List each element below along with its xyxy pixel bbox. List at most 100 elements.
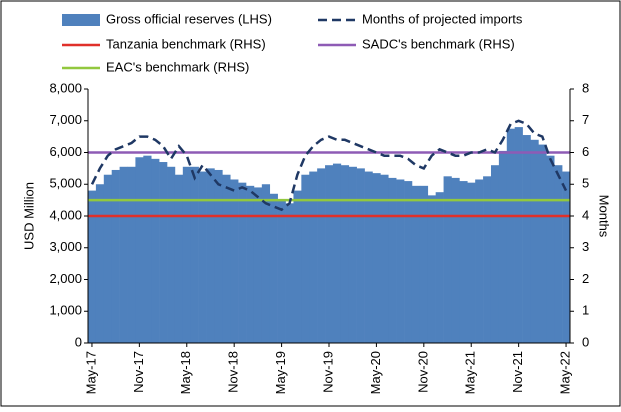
bar: [388, 177, 397, 343]
bar: [443, 176, 452, 343]
y2-tick-label: 7: [582, 112, 589, 127]
y2-tick-label: 3: [582, 239, 589, 254]
bar: [143, 155, 152, 343]
bar: [530, 139, 539, 343]
bar: [451, 177, 460, 343]
bar: [182, 166, 192, 343]
y2-tick-label: 1: [582, 303, 589, 318]
bar: [404, 181, 413, 343]
bar: [562, 171, 571, 343]
bar: [151, 158, 160, 343]
bar: [285, 203, 294, 343]
bar: [348, 166, 357, 343]
bar: [238, 182, 247, 343]
bar: [340, 165, 350, 343]
y-tick-label: 3,000: [49, 239, 82, 254]
bar: [467, 182, 476, 343]
x-tick-label: May-18: [178, 351, 193, 394]
bar: [309, 171, 318, 343]
bar: [514, 127, 523, 343]
bar: [411, 185, 421, 343]
bar: [206, 168, 215, 343]
bar: [253, 187, 263, 343]
bar: [88, 190, 97, 343]
bar: [364, 171, 373, 343]
y-tick-label: 2,000: [49, 271, 82, 286]
y-tick-label: 5,000: [49, 176, 82, 191]
y2-axis-label: Months: [597, 195, 612, 238]
bar: [538, 144, 547, 343]
bar: [483, 176, 492, 343]
bar: [490, 165, 500, 343]
bar: [427, 195, 436, 343]
bar: [380, 174, 389, 343]
x-tick-label: May-19: [273, 351, 288, 394]
bar: [356, 168, 365, 343]
bar: [277, 200, 286, 343]
y-tick-label: 7,000: [49, 112, 82, 127]
bar: [214, 169, 223, 343]
y2-tick-label: 5: [582, 176, 589, 191]
y2-tick-label: 0: [582, 334, 589, 349]
bar: [174, 174, 184, 343]
x-tick-label: May-22: [557, 351, 572, 394]
bar: [293, 190, 302, 343]
bar: [127, 166, 136, 343]
y-tick-label: 8,000: [49, 80, 82, 95]
bar: [103, 174, 113, 343]
bar: [325, 165, 334, 343]
y2-tick-label: 8: [582, 80, 589, 95]
bar: [246, 185, 255, 343]
bar: [317, 168, 326, 343]
bar: [396, 179, 405, 343]
bar: [332, 163, 342, 343]
bar: [372, 173, 381, 343]
bar: [459, 181, 468, 343]
line: [90, 119, 568, 212]
bar: [198, 171, 207, 343]
y-tick-label: 0: [75, 334, 82, 349]
bar: [95, 184, 105, 343]
x-tick-label: Nov-20: [415, 351, 430, 393]
x-tick-label: Nov-18: [226, 351, 241, 393]
bar: [522, 135, 531, 343]
bar: [301, 174, 310, 343]
bar: [546, 155, 555, 343]
bar: [190, 166, 199, 343]
bar: [419, 185, 429, 343]
bar: [475, 179, 484, 343]
x-tick-label: Nov-21: [510, 351, 525, 393]
legend-label: EAC's benchmark (RHS): [106, 59, 249, 74]
legend-label: Tanzania benchmark (RHS): [106, 36, 266, 51]
bar: [506, 128, 515, 343]
bar: [111, 169, 120, 343]
bar: [119, 166, 128, 343]
bar: [261, 184, 271, 343]
legend-label: SADC's benchmark (RHS): [362, 36, 515, 51]
x-tick-label: Nov-17: [131, 351, 146, 393]
bar: [230, 179, 239, 343]
bar: [435, 192, 444, 343]
bar: [498, 150, 508, 343]
y-tick-label: 1,000: [49, 303, 82, 318]
y2-tick-label: 6: [582, 144, 589, 159]
legend-swatch: [62, 14, 100, 26]
bar: [159, 162, 168, 343]
bar: [222, 174, 231, 343]
y-tick-label: 4,000: [49, 207, 82, 222]
bar: [167, 166, 176, 343]
bar: [269, 193, 278, 343]
bar: [554, 165, 563, 343]
y-tick-label: 6,000: [49, 144, 82, 159]
x-tick-label: May-20: [368, 351, 383, 394]
x-tick-label: May-21: [463, 351, 478, 394]
legend-label: Months of projected imports: [362, 11, 523, 26]
y-axis-label: USD Million: [21, 182, 36, 250]
legend-label: Gross official reserves (LHS): [106, 11, 272, 26]
y2-tick-label: 4: [582, 207, 589, 222]
bar: [135, 157, 144, 343]
y2-tick-label: 2: [582, 271, 589, 286]
x-tick-label: Nov-19: [320, 351, 335, 393]
x-tick-label: May-17: [83, 351, 98, 394]
